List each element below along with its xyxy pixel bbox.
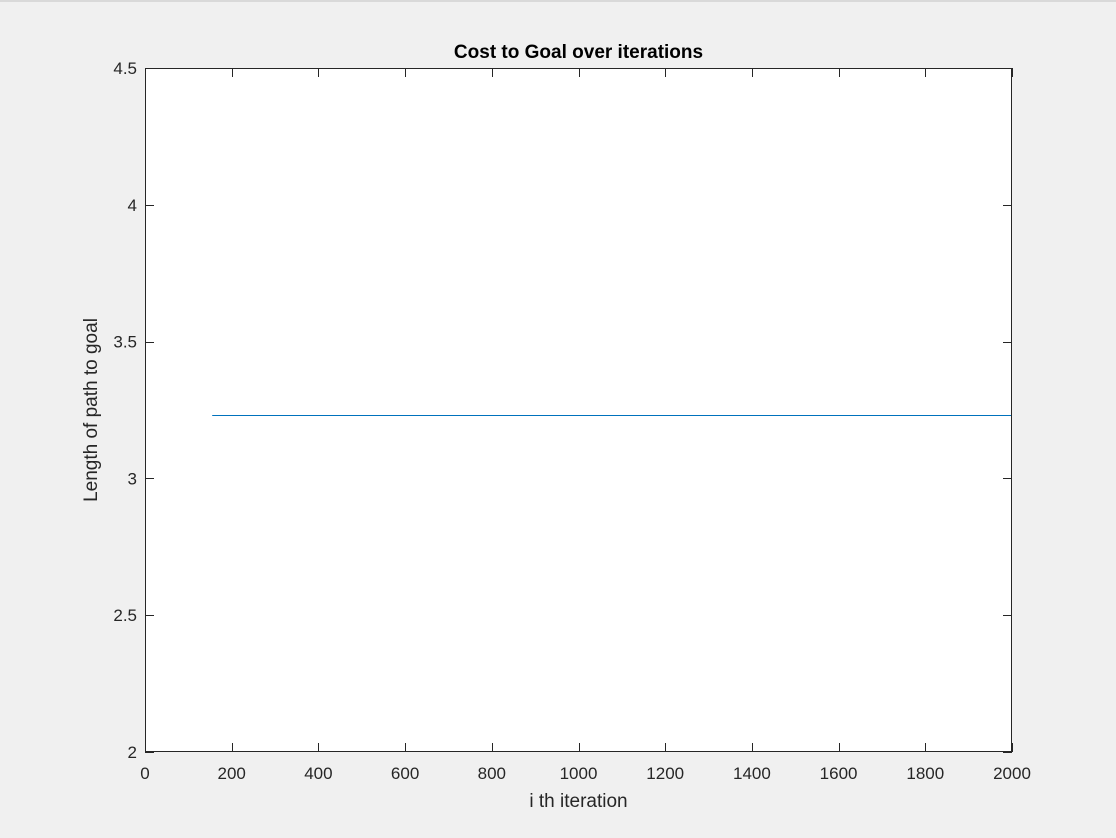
x-tick-label: 600 — [391, 764, 419, 783]
x-tick-label: 1400 — [733, 764, 771, 783]
y-axis-label: Length of path to goal — [81, 318, 102, 502]
x-tick-label: 0 — [140, 764, 149, 783]
y-tick-label: 4 — [128, 196, 137, 215]
x-tick-label: 1600 — [820, 764, 858, 783]
window-top-border — [0, 0, 1116, 2]
x-axis-label: i th iteration — [529, 791, 627, 812]
x-tick-label: 1000 — [560, 764, 598, 783]
y-tick-label: 3 — [128, 469, 137, 488]
ticks-layer: 0 200 400 600 800 1000 1200 1400 1600 1800 2000 2 2.… — [113, 59, 1031, 783]
y-tick-label: 3.5 — [113, 333, 137, 352]
x-tick-label: 2000 — [993, 764, 1031, 783]
y-tick-label: 2 — [128, 743, 137, 762]
x-tick-label: 800 — [478, 764, 506, 783]
x-tick-label: 200 — [218, 764, 246, 783]
y-tick-label: 2.5 — [113, 606, 137, 625]
y-tick-label: 4.5 — [113, 59, 137, 78]
x-tick-label: 1200 — [646, 764, 684, 783]
x-tick-label: 1800 — [906, 764, 944, 783]
x-tick-label: 400 — [304, 764, 332, 783]
chart-title: Cost to Goal over iterations — [454, 42, 703, 63]
plot-area — [145, 68, 1012, 752]
axes-box — [145, 68, 1012, 752]
